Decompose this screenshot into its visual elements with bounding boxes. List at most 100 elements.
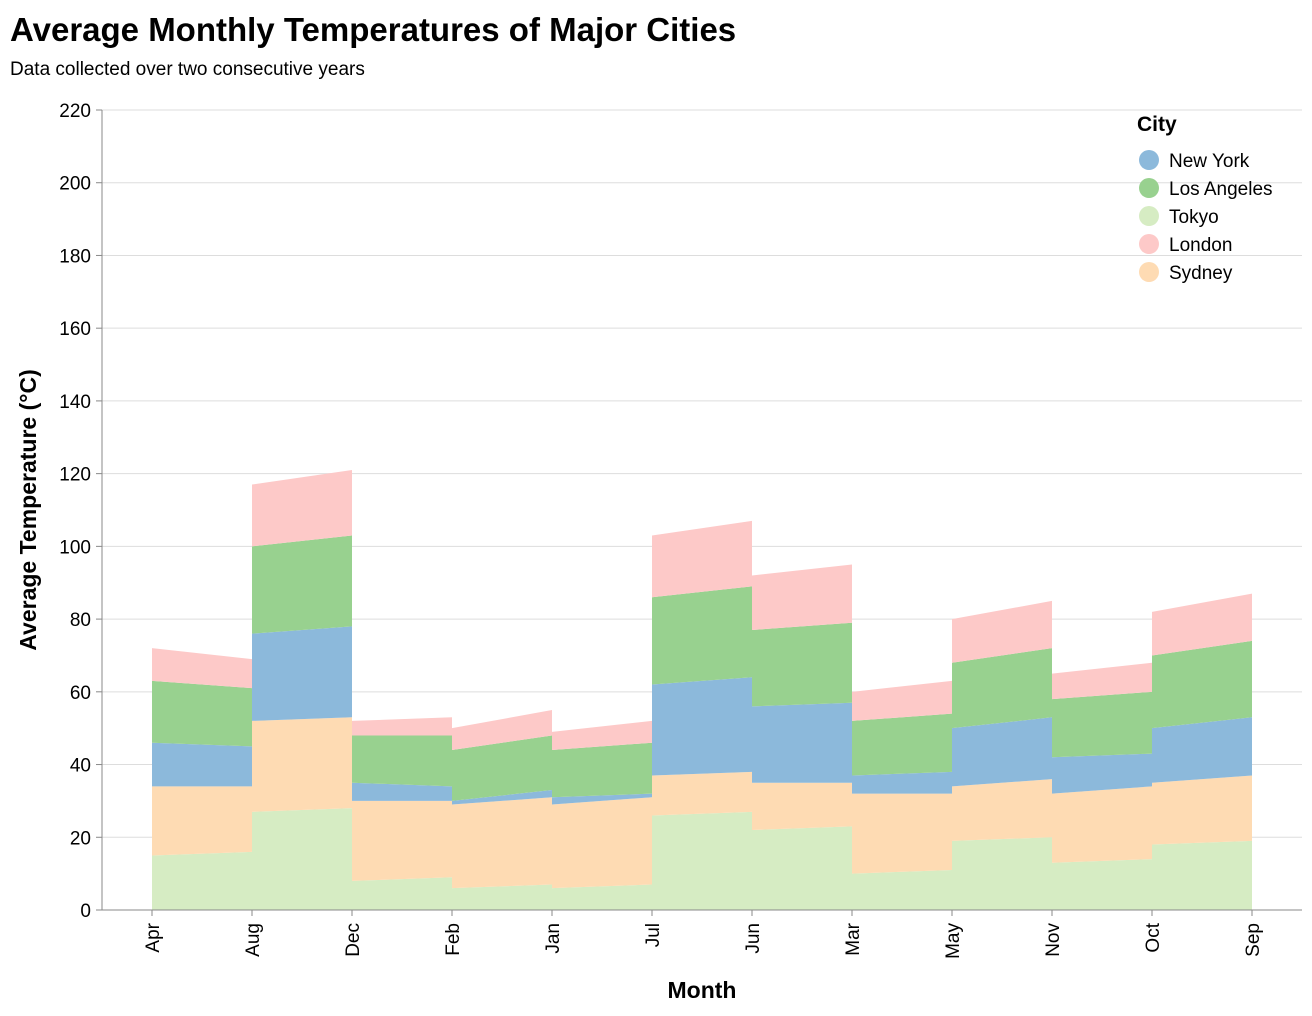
- y-tick-label: 200: [59, 174, 91, 195]
- area-segment: [452, 797, 552, 889]
- area-segment: [252, 626, 352, 721]
- area-segment: [552, 742, 652, 798]
- area-segment: [352, 735, 452, 787]
- x-axis-title: Month: [668, 977, 737, 1003]
- area-segment: [152, 742, 252, 787]
- x-tick-label: Apr: [143, 922, 164, 952]
- area-segment: [552, 793, 652, 805]
- y-tick-label: 60: [70, 683, 91, 704]
- x-tick-label: Jul: [643, 923, 664, 947]
- y-tick-label: 20: [70, 828, 91, 849]
- y-tick-label: 180: [59, 246, 91, 267]
- x-tick-label: May: [943, 923, 964, 959]
- x-tick-label: Oct: [1143, 922, 1164, 952]
- chart-subtitle: Data collected over two consecutive year…: [10, 59, 365, 80]
- legend-title: City: [1137, 113, 1177, 136]
- area-segment: [1152, 593, 1252, 656]
- area-segment: [552, 884, 652, 910]
- area-segment: [752, 826, 852, 910]
- area-segment: [452, 884, 552, 910]
- legend-item: Los Angeles: [1139, 178, 1273, 200]
- x-tick-label: Sep: [1243, 923, 1264, 957]
- area-segment: [352, 877, 452, 910]
- area-segment: [152, 680, 252, 747]
- area-segment: [552, 720, 652, 750]
- legend-item: London: [1139, 234, 1232, 256]
- area-segment: [952, 648, 1052, 729]
- area-segment: [852, 793, 952, 874]
- y-axis-title: Average Temperature (°C): [15, 369, 41, 650]
- area-segment: [1152, 717, 1252, 783]
- area-segment: [252, 717, 352, 812]
- area-segment: [1152, 640, 1252, 729]
- x-tick-label: Jan: [543, 923, 564, 954]
- area-segment: [852, 680, 952, 721]
- area-segment: [852, 870, 952, 910]
- legend-item: New York: [1139, 150, 1250, 172]
- legend-swatch: [1139, 262, 1159, 282]
- area-segment: [252, 535, 352, 634]
- area-segment: [752, 782, 852, 830]
- area-sydney: [152, 717, 1252, 889]
- legend-item: Sydney: [1139, 262, 1233, 284]
- legend-swatch: [1139, 206, 1159, 226]
- legend-swatch: [1139, 234, 1159, 254]
- area-segment: [352, 782, 452, 801]
- legend-label: Sydney: [1169, 263, 1233, 284]
- area-tokyo: [152, 808, 1252, 910]
- legend-label: New York: [1169, 151, 1250, 172]
- area-segment: [652, 677, 752, 776]
- legend-label: Los Angeles: [1169, 179, 1273, 200]
- x-tick-label: Dec: [343, 923, 364, 957]
- y-tick-label: 160: [59, 319, 91, 340]
- area-segment: [952, 837, 1052, 910]
- x-tick-label: Jun: [743, 923, 764, 954]
- x-tick-label: Feb: [443, 923, 464, 956]
- area-segment: [552, 797, 652, 889]
- area-segment: [752, 702, 852, 783]
- area-los-angeles: [152, 535, 1252, 801]
- area-new-york: [152, 626, 1252, 805]
- y-tick-label: 220: [59, 101, 91, 122]
- x-axis-ticks: Apr Aug Dec Feb Jan Jul Jun Mar May Nov Oct Sep: [143, 910, 1264, 959]
- area-segment: [1052, 753, 1152, 794]
- area-segment: [352, 800, 452, 881]
- area-segment: [952, 600, 1052, 663]
- axes: [101, 110, 1302, 911]
- area-segment: [852, 713, 952, 776]
- legend: City New York Los Angeles Tokyo London Sydne…: [1137, 113, 1273, 284]
- area-segment: [1152, 840, 1252, 910]
- area-segment: [452, 710, 552, 750]
- area-segment: [252, 808, 352, 910]
- x-tick-label: Aug: [243, 923, 264, 957]
- area-segment: [1052, 786, 1152, 863]
- y-tick-label: 80: [70, 610, 91, 631]
- area-segment: [652, 811, 752, 910]
- y-axis-ticks: 0 20 40 60 80 100 120 140 160 180 200 220: [59, 101, 102, 922]
- area-segment: [152, 851, 252, 910]
- y-tick-label: 120: [59, 465, 91, 486]
- area-segment: [652, 771, 752, 816]
- area-segment: [452, 790, 552, 805]
- area-segment: [752, 622, 852, 707]
- area-segment: [652, 586, 752, 685]
- area-segment: [752, 564, 852, 630]
- y-tick-label: 40: [70, 756, 91, 777]
- legend-label: London: [1169, 235, 1232, 256]
- area-segment: [252, 470, 352, 547]
- area-segment: [152, 786, 252, 856]
- y-tick-label: 100: [59, 537, 91, 558]
- area-segment: [652, 520, 752, 598]
- area-segment: [1152, 775, 1252, 845]
- y-tick-label: 0: [80, 901, 91, 922]
- chart-title: Average Monthly Temperatures of Major Ci…: [10, 11, 736, 48]
- area-segment: [1052, 859, 1152, 910]
- area-segment: [952, 779, 1052, 841]
- legend-items: New York Los Angeles Tokyo London Sydney: [1139, 150, 1273, 284]
- legend-label: Tokyo: [1169, 207, 1219, 228]
- area-london: [152, 470, 1252, 750]
- area-segment: [152, 648, 252, 689]
- y-tick-label: 140: [59, 392, 91, 413]
- area-segment: [452, 735, 552, 801]
